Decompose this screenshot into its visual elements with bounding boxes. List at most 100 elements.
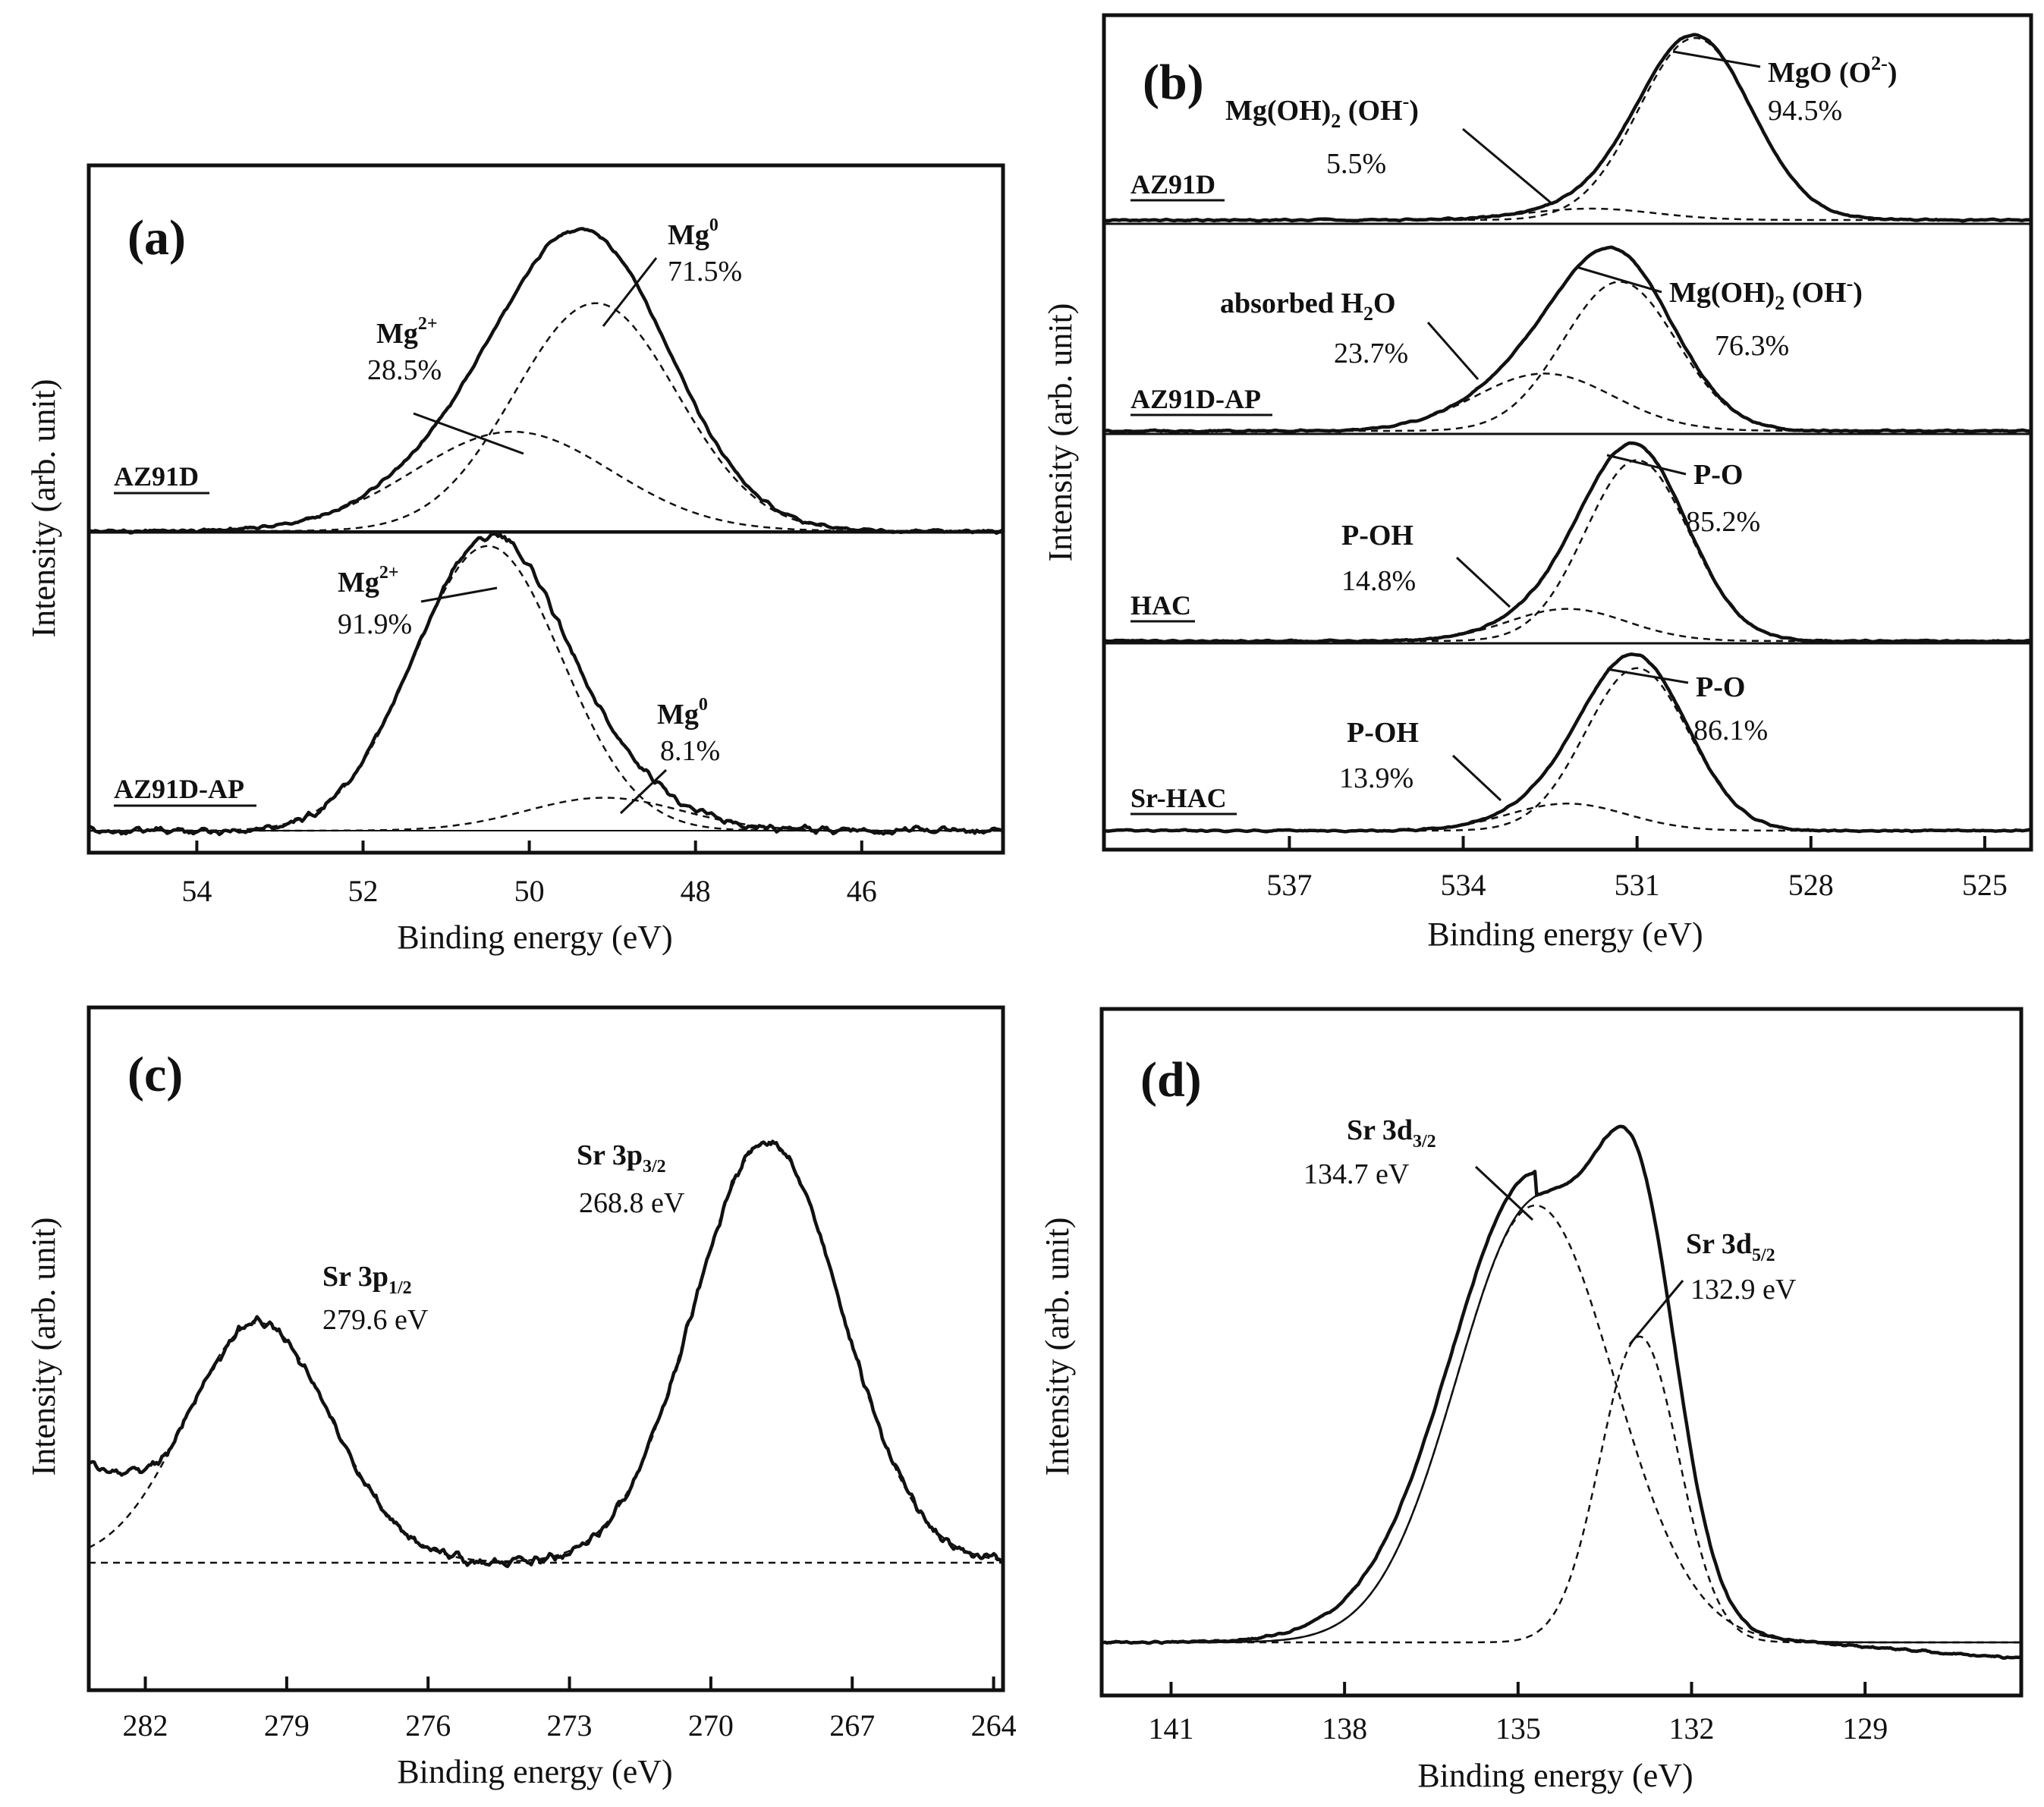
panel-a-tag-az91d-ap: AZ91D-AP [114, 774, 244, 804]
panel-b-x-axis-label: Binding energy (eV) [1427, 916, 1703, 953]
x-tick-label: 46 [847, 874, 877, 908]
svg-text:Sr 3p1/2: Sr 3p1/2 [322, 1261, 412, 1298]
svg-text:Mg0: Mg0 [657, 695, 708, 731]
panel-b-component-3-1 [1104, 667, 2031, 832]
panel-d-x-axis-label: Binding energy (eV) [1417, 1757, 1693, 1794]
panel-c-y-axis-label: Intensity (arb. unit) [25, 1218, 62, 1476]
svg-text:86.1%: 86.1% [1693, 715, 1768, 746]
x-tick-label: 270 [688, 1708, 734, 1743]
svg-text:P-O: P-O [1696, 671, 1745, 703]
svg-text:23.7%: 23.7% [1334, 338, 1408, 369]
svg-text:132.9 eV: 132.9 eV [1690, 1274, 1797, 1306]
svg-text:Sr 3d5/2: Sr 3d5/2 [1686, 1228, 1775, 1265]
panel-a-x-ticks: 54 52 50 48 46 [181, 841, 877, 908]
x-tick-label: 534 [1441, 868, 1486, 902]
panel-b-annotation-az91d-ap-right: Mg(OH)2 (OH-) 76.3% [1576, 266, 1863, 362]
panel-d-x-ticks: 141 138 135 132 129 [1148, 1682, 1888, 1746]
panel-c-annotation-sr-3p32: Sr 3p3/2 268.8 eV [577, 1139, 685, 1219]
panel-d-annotation-sr-3d32: Sr 3d3/2 134.7 eV [1303, 1114, 1534, 1221]
svg-text:P-OH: P-OH [1341, 520, 1414, 552]
panel-b-envelope-2 [1104, 441, 2032, 644]
panel-b-annotation-az91d-left: Mg(OH)2 (OH-) 5.5% [1225, 90, 1552, 205]
panel-a-curves [87, 227, 1005, 837]
svg-text:279.6 eV: 279.6 eV [322, 1304, 429, 1336]
panel-b-annotation-sr-hac-right: P-O 86.1% [1606, 668, 1768, 746]
panel-d-y-axis-label: Intensity (arb. unit) [1039, 1218, 1076, 1476]
panel-d-fit-curve [1102, 1126, 2021, 1644]
x-tick-label: 537 [1266, 868, 1312, 902]
panel-b-annotation-sr-hac-left: P-OH 13.9% [1339, 717, 1502, 802]
panel-d-annotation-sr-3d52: Sr 3d5/2 132.9 eV [1628, 1228, 1797, 1345]
x-tick-label: 264 [971, 1708, 1017, 1743]
panel-d: (d) 141 138 135 132 129 Binding energy (eV) … [1039, 1007, 2024, 1794]
panel-b-envelope-1 [1103, 245, 2032, 434]
x-tick-label: 531 [1615, 868, 1660, 902]
panel-b-component-3-0 [1104, 803, 2031, 832]
x-tick-label: 282 [123, 1708, 168, 1743]
svg-text:Mg(OH)2 (OH-): Mg(OH)2 (OH-) [1225, 90, 1419, 132]
x-tick-label: 141 [1148, 1711, 1193, 1746]
svg-text:13.9%: 13.9% [1339, 762, 1414, 794]
panel-b-tag-sr-hac: Sr-HAC [1130, 783, 1227, 813]
panel-b-tag-az91d: AZ91D [1130, 169, 1215, 200]
panel-b-annotation-hac-right: P-O 85.2% [1606, 454, 1760, 538]
x-tick-label: 54 [181, 874, 212, 908]
svg-text:28.5%: 28.5% [367, 354, 442, 386]
svg-text:76.3%: 76.3% [1715, 330, 1789, 362]
x-tick-label: 129 [1842, 1711, 1888, 1746]
panel-a-annotation-mg2-az91d-ap: Mg2+ 91.9% [338, 563, 498, 640]
svg-text:absorbed H2O: absorbed H2O [1220, 288, 1396, 325]
x-tick-label: 267 [829, 1708, 875, 1743]
panel-a-tag-az91d: AZ91D [114, 461, 199, 492]
panel-d-frame [1099, 1007, 2024, 1698]
x-tick-label: 279 [264, 1708, 310, 1743]
svg-text:Sr 3p3/2: Sr 3p3/2 [577, 1139, 666, 1177]
panel-b-component-2-0 [1104, 608, 2031, 643]
panel-a-frame [86, 163, 1005, 855]
panel-b-curves [1103, 33, 2032, 834]
panel-a-envelope-az91d [88, 227, 1004, 536]
panel-a-component-az91d-1 [89, 302, 1003, 533]
panel-a-component-az91d-0 [89, 430, 1003, 533]
panel-b-envelope-0 [1103, 33, 2032, 223]
svg-text:MgO (O2-): MgO (O2-) [1768, 52, 1897, 89]
svg-text:Mg2+: Mg2+ [338, 563, 399, 599]
svg-text:P-O: P-O [1693, 459, 1743, 491]
panel-c-label: (c) [127, 1047, 183, 1102]
panel-b-tag-az91d-ap: AZ91D-AP [1130, 384, 1261, 414]
panel-c-curves [87, 1139, 1005, 1569]
panel-a-annotation-mg2-az91d: Mg2+ 28.5% [367, 314, 524, 455]
svg-text:P-OH: P-OH [1347, 717, 1419, 749]
x-tick-label: 138 [1322, 1711, 1367, 1746]
panel-a-label: (a) [127, 210, 186, 266]
svg-text:134.7 eV: 134.7 eV [1303, 1158, 1410, 1190]
x-tick-label: 52 [348, 874, 379, 908]
panel-d-measured-curve [1102, 1124, 2022, 1660]
svg-text:91.9%: 91.9% [338, 608, 412, 640]
svg-text:85.2%: 85.2% [1686, 506, 1760, 538]
panel-b-label: (b) [1143, 55, 1204, 110]
panel-c-measured-curve [87, 1139, 1005, 1569]
panel-a-y-axis-label: Intensity (arb. unit) [25, 379, 62, 638]
panel-c-annotation-sr-3p12: Sr 3p1/2 279.6 eV [322, 1261, 429, 1336]
panel-b-component-2-1 [1104, 459, 2031, 643]
svg-text:Mg(OH)2 (OH-): Mg(OH)2 (OH-) [1669, 272, 1863, 314]
svg-text:5.5%: 5.5% [1326, 148, 1386, 180]
panel-c-x-axis-label: Binding energy (eV) [397, 1753, 672, 1790]
panel-d-curves [1102, 1124, 2022, 1660]
x-tick-label: 525 [1962, 868, 2008, 902]
x-tick-label: 273 [547, 1708, 593, 1743]
panel-a-envelope-az91d-ap [87, 532, 1005, 837]
panel-a-annotation-mg0-az91d-ap: Mg0 8.1% [619, 695, 720, 815]
panel-b-x-ticks: 537 534 531 528 525 [1266, 836, 2008, 902]
panel-b-tag-hac: HAC [1130, 590, 1191, 621]
panel-d-label: (d) [1140, 1052, 1202, 1108]
svg-text:71.5%: 71.5% [668, 256, 742, 288]
panel-a: (a) 54 52 50 48 46 Binding energy (eV) Inten… [25, 163, 1005, 956]
panel-b-annotation-hac-left: P-OH 14.8% [1341, 520, 1511, 608]
panel-a-x-axis-label: Binding energy (eV) [397, 919, 672, 956]
svg-text:8.1%: 8.1% [660, 735, 720, 767]
panel-d-component-1 [1102, 1335, 2021, 1644]
panel-c: (c) 282 279 276 273 270 267 264 Binding energy… [25, 1005, 1017, 1790]
